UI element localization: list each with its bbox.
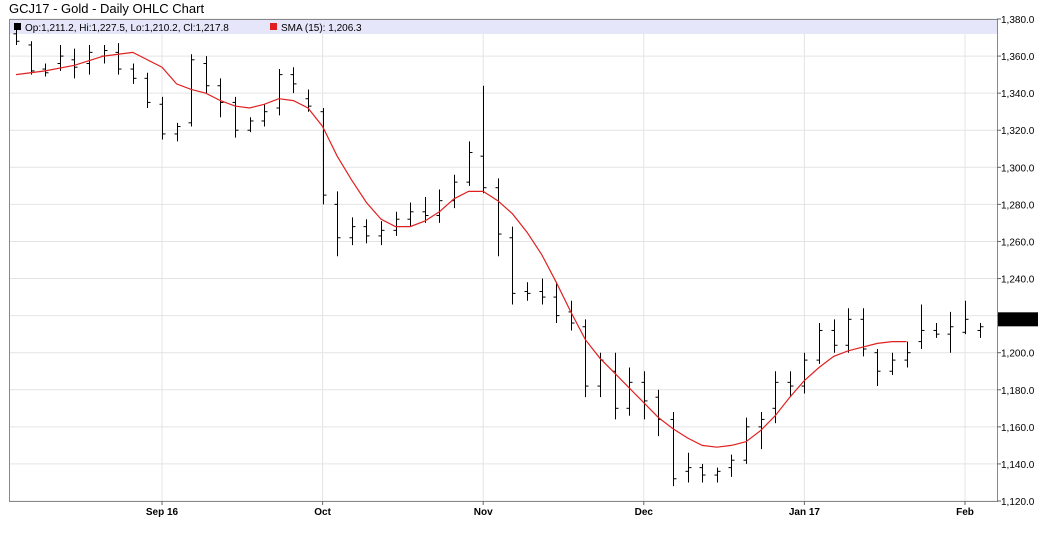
ohlc-bar <box>860 308 867 357</box>
ohlc-bar <box>758 412 765 450</box>
ohlc-bar <box>889 352 896 375</box>
ohlc-bar <box>480 85 487 194</box>
ohlc-bar <box>71 48 78 79</box>
y-tick-label: 1,340.0 <box>1001 89 1035 100</box>
grid <box>9 18 997 502</box>
ohlc-bar <box>495 178 502 257</box>
ohlc-bar <box>524 282 531 301</box>
sma-line <box>15 51 907 448</box>
ohlc-bar <box>422 196 429 223</box>
ohlc-bar <box>553 282 560 324</box>
y-tick-label: 1,180.0 <box>1001 386 1035 397</box>
ohlc-bar <box>159 96 166 140</box>
ohlc-bar <box>904 341 911 368</box>
ohlc-bar <box>407 202 414 227</box>
y-tick-label: 1,240.0 <box>1001 275 1035 286</box>
y-tick-label: 1,300.0 <box>1001 163 1035 174</box>
legend-band <box>9 19 997 34</box>
ohlc-bar <box>247 117 254 133</box>
ohlc-bar <box>86 44 93 75</box>
x-tick-label: Nov <box>474 507 493 518</box>
ohlc-bar <box>276 69 283 116</box>
ohlc-bar <box>436 189 443 223</box>
ohlc-bar <box>539 278 546 305</box>
ohlc-bar <box>655 389 662 437</box>
ohlc-bar <box>261 104 268 127</box>
ohlc-bar <box>174 122 181 142</box>
ohlc-bar <box>612 352 619 420</box>
y-tick-label: 1,160.0 <box>1001 423 1035 434</box>
ohlc-bar <box>874 348 881 387</box>
x-tick-label: Dec <box>635 507 654 518</box>
ohlc-bar <box>933 323 940 338</box>
ohlc-bar <box>232 96 239 138</box>
x-tick-label: Feb <box>956 507 974 518</box>
ohlc-bar <box>57 44 64 71</box>
ohlc-bar <box>816 323 823 364</box>
last-price-label: 1,217.8 <box>1001 315 1035 326</box>
y-tick-label: 1,260.0 <box>1001 237 1035 248</box>
ohlc-bar <box>101 44 108 64</box>
y-tick-label: 1,360.0 <box>1001 52 1035 63</box>
ohlc-bar <box>144 72 151 108</box>
ohlc-bar <box>801 352 808 394</box>
sma-legend-swatch <box>270 23 277 30</box>
y-tick-label: 1,380.0 <box>1001 15 1035 26</box>
ohlc-bar <box>28 41 35 75</box>
ohlc-bar <box>977 323 984 338</box>
ohlc-bar <box>845 308 852 353</box>
ohlc-bar <box>378 221 385 246</box>
ohlc-bar <box>947 311 954 353</box>
ohlc-bar <box>451 174 458 209</box>
ohlc-bar <box>13 26 20 45</box>
ohlc-bar <box>290 67 297 94</box>
ohlc-legend-label: Op:1,211.2, Hi:1,227.5, Lo:1,210.2, Cl:1… <box>25 23 229 34</box>
ohlc-bar <box>509 226 516 305</box>
ohlc-legend-swatch <box>14 23 21 30</box>
last-price-box <box>998 312 1038 327</box>
x-tick-label: Sep 16 <box>146 507 179 518</box>
ohlc-bar <box>188 54 195 127</box>
sma-legend-label: SMA (15): 1,206.3 <box>281 23 362 34</box>
ohlc-bar <box>393 211 400 236</box>
ohlc-bar <box>115 43 122 75</box>
ohlc-bar <box>787 371 794 398</box>
last-price-marker: 1,217.8 <box>998 312 1038 327</box>
y-tick-label: 1,280.0 <box>1001 200 1035 211</box>
ohlc-bar <box>42 63 49 77</box>
ohlc-bar <box>334 191 341 257</box>
ohlc-bar <box>320 107 327 205</box>
y-axis: 1,120.01,140.01,160.01,180.01,200.01,220… <box>997 15 1035 508</box>
ohlc-bar <box>699 463 706 483</box>
ohlc-bar <box>728 454 735 477</box>
x-tick-label: Jan 17 <box>789 507 821 518</box>
ohlc-bar <box>962 300 969 335</box>
y-tick-label: 1,320.0 <box>1001 126 1035 137</box>
ohlc-bar <box>363 219 370 244</box>
ohlc-bars <box>13 26 984 487</box>
ohlc-bar <box>130 63 137 84</box>
ohlc-bar <box>466 141 473 186</box>
ohlc-bar <box>217 78 224 118</box>
ohlc-bar <box>349 217 356 246</box>
ohlc-bar <box>626 367 633 416</box>
x-axis: Sep 16 Oct Nov Dec Jan 17 Feb <box>146 501 974 518</box>
ohlc-bar <box>831 319 838 353</box>
x-tick-label: Oct <box>314 507 331 518</box>
legend: Op:1,211.2, Hi:1,227.5, Lo:1,210.2, Cl:1… <box>14 23 362 34</box>
ohlc-bar <box>203 56 210 94</box>
chart-title: GCJ17 - Gold - Daily OHLC Chart <box>9 1 205 16</box>
ohlc-bar <box>918 304 925 349</box>
ohlc-bar <box>685 452 692 483</box>
y-tick-label: 1,140.0 <box>1001 460 1035 471</box>
y-tick-label: 1,200.0 <box>1001 349 1035 360</box>
ohlc-bar <box>670 412 677 487</box>
ohlc-bar <box>582 319 589 398</box>
ohlc-bar <box>641 371 648 420</box>
ohlc-bar <box>714 467 721 483</box>
y-tick-label: 1,120.0 <box>1001 497 1035 508</box>
plot-frame <box>9 19 998 502</box>
